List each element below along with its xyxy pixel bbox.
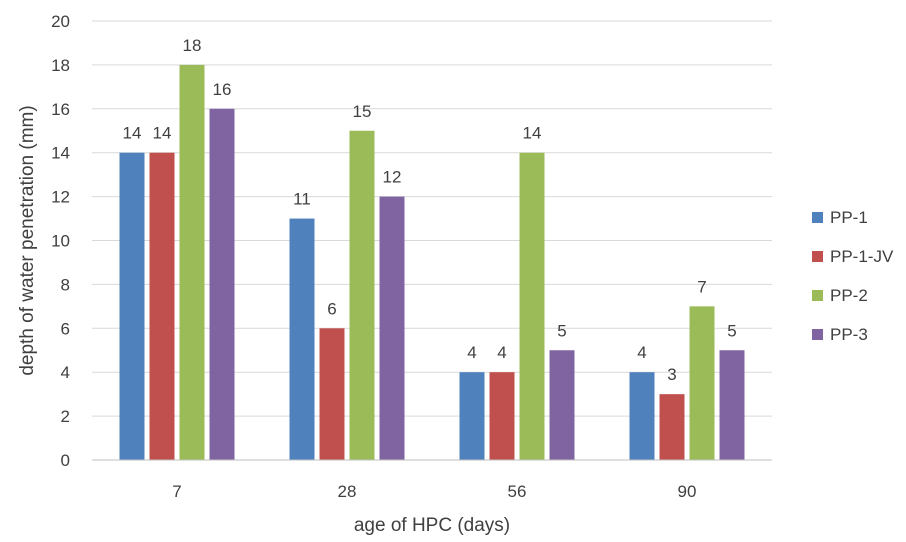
y-tick-label: 12 <box>51 188 70 207</box>
bar-PP-1-JV-28 <box>319 328 345 460</box>
bar-PP-1-56 <box>459 372 485 460</box>
bar-PP-3-90 <box>719 350 745 460</box>
x-tick-label: 7 <box>172 482 181 501</box>
x-tick-label: 28 <box>338 482 357 501</box>
legend: PP-1 PP-1-JV PP-2 PP-3 <box>812 208 894 344</box>
x-tick-label: 56 <box>508 482 527 501</box>
bar-PP-2-7 <box>179 64 205 461</box>
legend-label: PP-1-JV <box>830 247 894 266</box>
bar-PP-1-JV-7 <box>149 152 175 460</box>
bar-PP-3-56 <box>549 350 575 460</box>
data-label: 5 <box>557 321 566 340</box>
legend-label: PP-3 <box>830 325 868 344</box>
data-labels: 14 14 18 16 11 6 15 12 4 4 14 5 4 3 7 5 <box>123 36 737 384</box>
x-axis-title: age of HPC (days) <box>354 515 510 536</box>
y-tick-label: 0 <box>61 451 70 470</box>
legend-swatch-PP-1-JV <box>812 251 823 262</box>
y-tick-label: 18 <box>51 56 70 75</box>
y-tick-label: 6 <box>61 319 70 338</box>
data-label: 4 <box>497 343 506 362</box>
bar-PP-3-7 <box>209 108 235 461</box>
bar-PP-3-28 <box>379 196 405 460</box>
bar-PP-1-JV-56 <box>489 372 515 460</box>
legend-label: PP-2 <box>830 286 868 305</box>
legend-swatch-PP-3 <box>812 329 823 340</box>
data-label: 14 <box>153 124 172 143</box>
bar-PP-1-28 <box>289 218 315 460</box>
bars <box>119 64 745 461</box>
data-label: 15 <box>353 102 372 121</box>
data-label: 6 <box>327 299 336 318</box>
bar-PP-2-90 <box>689 306 715 460</box>
legend-swatch-PP-1 <box>812 212 823 223</box>
data-label: 5 <box>727 321 736 340</box>
legend-label: PP-1 <box>830 208 868 227</box>
data-label: 3 <box>667 365 676 384</box>
bar-PP-1-90 <box>629 372 655 460</box>
y-tick-label: 16 <box>51 100 70 119</box>
data-label: 14 <box>123 124 142 143</box>
y-tick-label: 8 <box>61 275 70 294</box>
bar-PP-2-56 <box>519 152 545 460</box>
y-tick-label: 10 <box>51 232 70 251</box>
y-tick-label: 2 <box>61 407 70 426</box>
data-label: 4 <box>467 343 476 362</box>
data-label: 12 <box>383 168 402 187</box>
y-tick-label: 4 <box>61 363 70 382</box>
y-tick-label: 20 <box>51 12 70 31</box>
bar-PP-1-JV-90 <box>659 394 685 460</box>
data-label: 18 <box>183 36 202 55</box>
bar-PP-1-7 <box>119 152 145 460</box>
gridlines <box>92 20 772 417</box>
y-axis-title: depth of water penetration (mm) <box>17 105 38 375</box>
data-label: 14 <box>523 124 542 143</box>
bar-PP-2-28 <box>349 130 375 460</box>
legend-swatch-PP-2 <box>812 290 823 301</box>
y-tick-label: 14 <box>51 144 70 163</box>
x-tick-label: 90 <box>678 482 697 501</box>
data-label: 16 <box>213 80 232 99</box>
data-label: 4 <box>637 343 646 362</box>
data-label: 7 <box>697 277 706 296</box>
data-label: 11 <box>293 190 311 209</box>
